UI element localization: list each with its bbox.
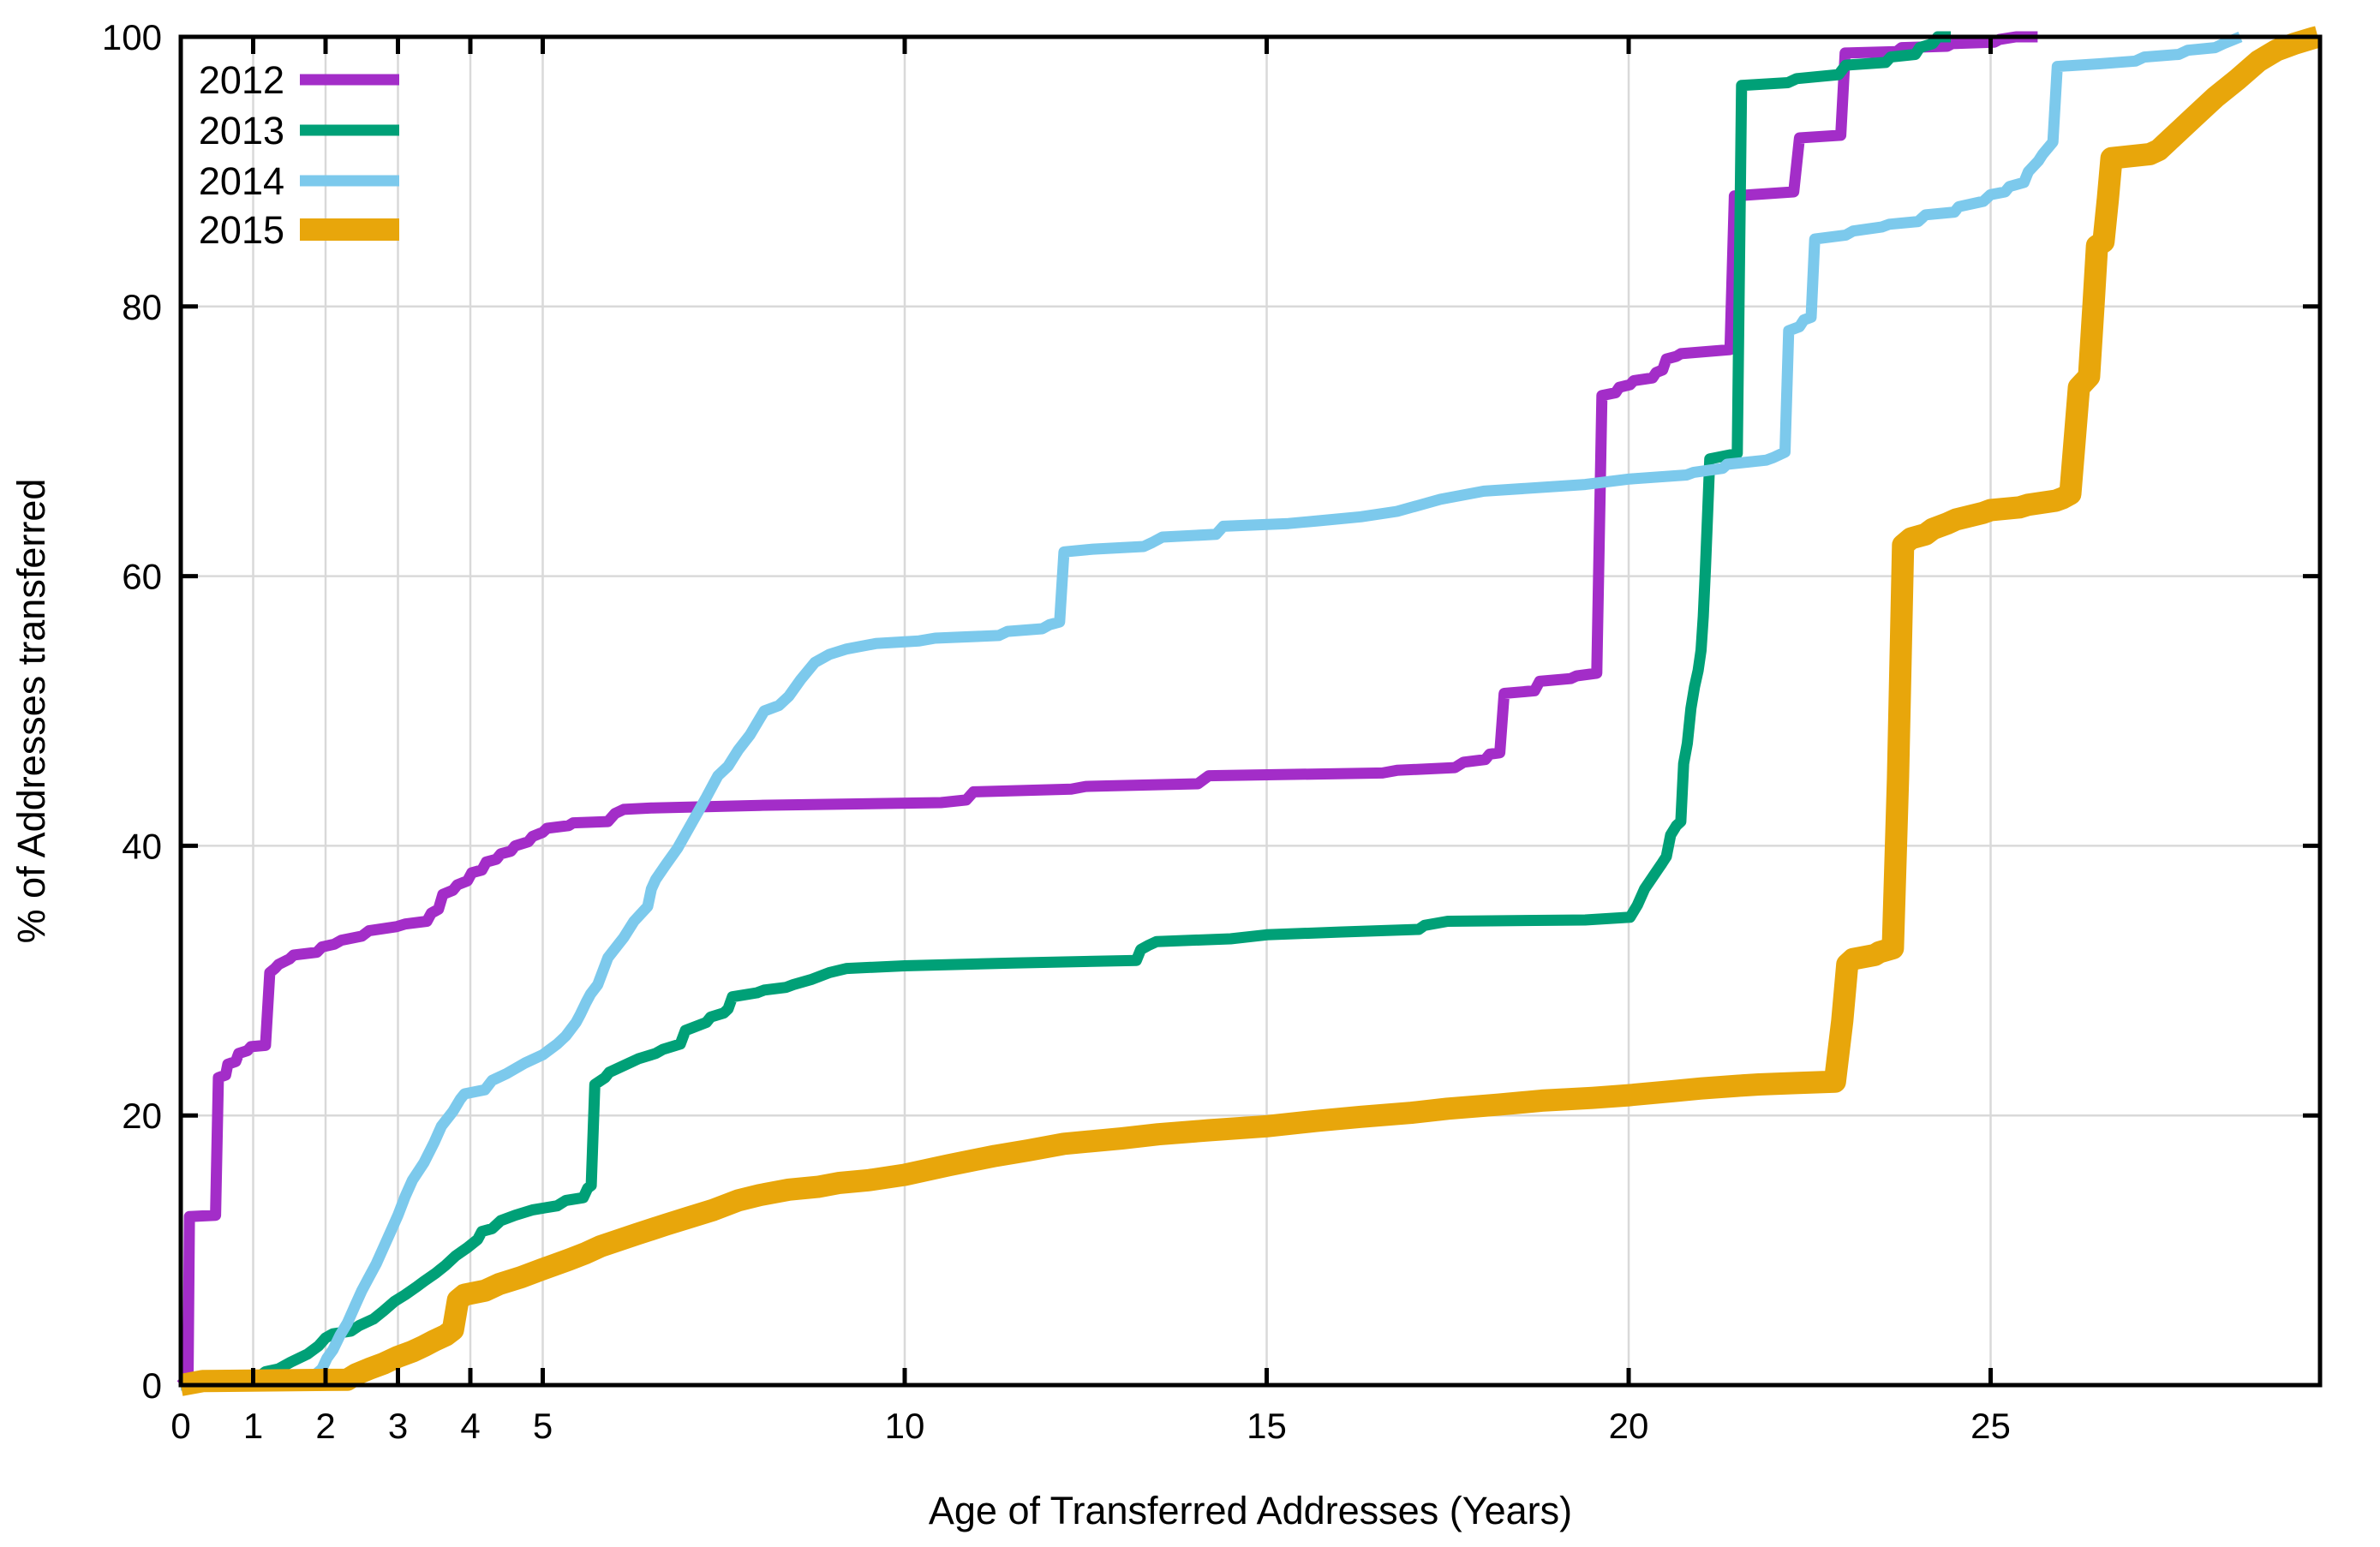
x-tick-label-2: 2	[315, 1406, 335, 1446]
axis-ticks	[181, 37, 2320, 1385]
legend: 2012 2013 2014 2015	[199, 58, 399, 252]
y-tick-label-20: 20	[122, 1096, 162, 1136]
series-line-2012	[176, 31, 2038, 1389]
legend-item-2013: 2013	[199, 109, 399, 152]
x-axis-title: Age of Transferred Addresses (Years)	[929, 1489, 1572, 1532]
legend-label-2013: 2013	[199, 109, 284, 152]
x-tick-label-5: 5	[533, 1406, 553, 1446]
plot-border	[178, 34, 2323, 1388]
x-tick-label-4: 4	[460, 1406, 480, 1446]
tick-labels: 0 1 2 3 4 5 10 15 20 25 0 20 40 60 80 100	[102, 17, 2011, 1446]
legend-item-2012: 2012	[199, 58, 399, 102]
x-tick-label-1: 1	[243, 1406, 263, 1446]
x-tick-label-3: 3	[388, 1406, 408, 1446]
legend-label-2015: 2015	[199, 208, 284, 252]
y-axis-title: % of Addresses transferred	[9, 479, 53, 944]
series-line-2015	[178, 26, 2324, 1396]
y-tick-label-100: 100	[102, 17, 162, 57]
x-tick-label-0: 0	[170, 1406, 190, 1446]
data-series	[176, 26, 2324, 1396]
x-tick-label-15: 15	[1247, 1406, 1287, 1446]
x-tick-label-10: 10	[885, 1406, 925, 1446]
series-line-2013	[180, 31, 1951, 1391]
gridlines	[181, 37, 2320, 1385]
plot-border-rect	[178, 34, 2323, 1388]
x-tick-label-25: 25	[1970, 1406, 2011, 1446]
y-tick-label-80: 80	[122, 287, 162, 327]
legend-label-2014: 2014	[199, 159, 284, 203]
y-tick-label-40: 40	[122, 826, 162, 866]
legend-item-2015: 2015	[199, 208, 399, 252]
series-line-2014	[180, 31, 2243, 1391]
x-tick-label-20: 20	[1609, 1406, 1649, 1446]
y-tick-label-60: 60	[122, 557, 162, 597]
legend-item-2014: 2014	[199, 159, 399, 203]
legend-label-2012: 2012	[199, 58, 284, 102]
y-tick-label-0: 0	[142, 1365, 162, 1406]
